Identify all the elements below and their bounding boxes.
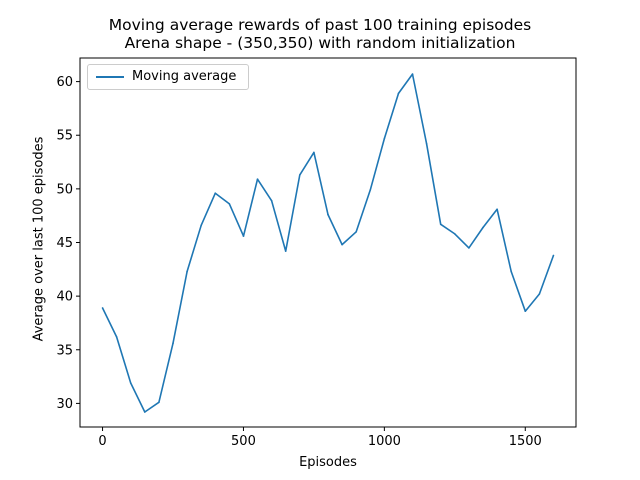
data-point [270,199,273,202]
x-tick-label: 500 [231,434,256,449]
data-point [172,342,174,345]
chart-title: Moving average rewards of past 100 train… [108,16,532,34]
y-tick-label: 50 [56,182,73,197]
data-point [383,137,386,140]
y-tick-label: 45 [56,236,73,251]
data-point [482,226,484,229]
x-tick-label: 1500 [509,434,542,449]
data-point [327,213,329,216]
y-tick-label: 60 [56,75,73,90]
series-line [101,73,555,413]
y-axis-label: Average over last 100 episodes [31,136,47,342]
data-point [468,247,470,249]
data-point [144,411,146,413]
data-point [284,250,287,252]
legend-label: Moving average [132,69,237,84]
data-point [411,73,414,75]
data-point [425,143,428,145]
data-point [129,382,132,384]
data-point [115,336,118,338]
data-point [228,203,231,205]
data-point [552,254,555,257]
chart-subtitle: Arena shape - (350,350) with random init… [124,34,516,52]
data-point [299,174,301,176]
data-point [341,243,343,246]
legend: Moving average [87,64,249,90]
x-tick-label: 1000 [368,434,401,449]
data-point [186,270,188,273]
data-point [355,230,357,233]
data-point [439,223,442,226]
plot-area-frame [79,57,577,428]
data-point [242,235,245,237]
x-axis-label: Episodes [299,455,357,470]
data-point [538,293,541,295]
data-point [101,307,104,309]
y-tick-label: 55 [56,129,73,144]
y-tick-label: 30 [56,397,73,412]
y-tick-label: 40 [56,290,73,305]
x-tick-label: 0 [98,434,106,449]
data-point [454,233,456,235]
data-point [200,224,202,227]
legend-line-swatch [96,76,124,78]
y-tick-label: 35 [56,343,73,358]
data-point [369,189,372,191]
data-point [397,92,400,95]
data-point [256,178,259,181]
data-point [313,151,315,154]
data-point [524,310,527,312]
data-point [496,208,498,211]
data-point [214,192,217,194]
data-point [158,401,160,404]
data-point [510,270,512,273]
